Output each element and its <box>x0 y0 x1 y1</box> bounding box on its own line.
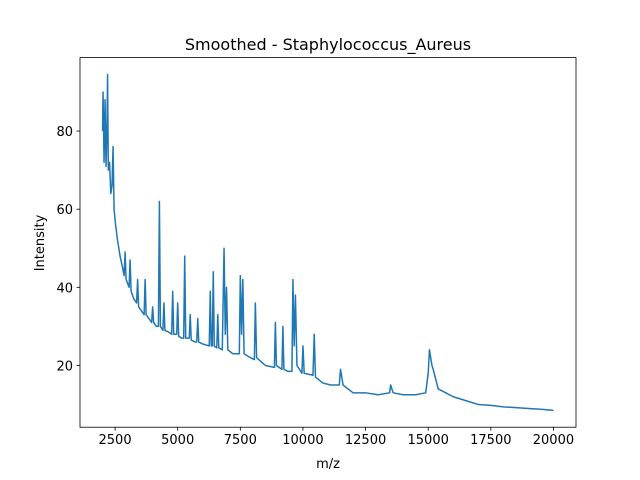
y-tick-label: 20 <box>56 359 73 374</box>
x-axis-label: m/z <box>316 457 340 472</box>
y-tick-label: 80 <box>56 125 73 140</box>
y-tick-label: 40 <box>56 281 73 296</box>
chart-title: Smoothed - Staphylococcus_Aureus <box>185 35 471 55</box>
x-tick-label: 10000 <box>282 433 323 448</box>
x-tick-label: 15000 <box>408 433 449 448</box>
data-line <box>101 73 554 412</box>
y-axis-label: Intensity <box>33 214 48 271</box>
axes-frame <box>79 57 577 428</box>
x-tick-label: 17500 <box>470 433 511 448</box>
x-tick-label: 7500 <box>224 433 257 448</box>
y-tick-label: 60 <box>56 203 73 218</box>
x-tick-label: 20000 <box>533 433 574 448</box>
x-tick-label: 2500 <box>99 433 132 448</box>
x-tick-label: 5000 <box>161 433 194 448</box>
x-tick-label: 12500 <box>345 433 386 448</box>
